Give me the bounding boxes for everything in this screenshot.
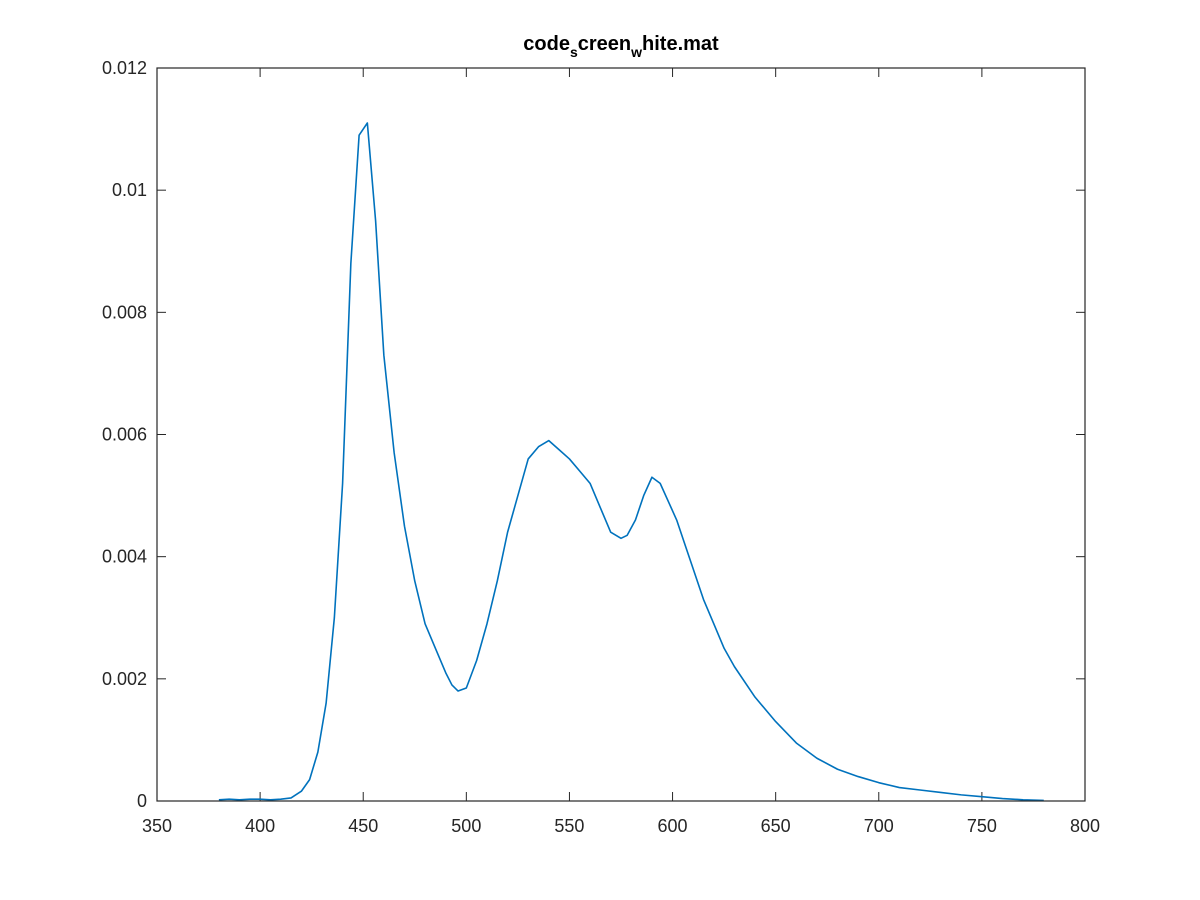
x-tick-label: 550 — [554, 816, 584, 836]
x-tick-label: 700 — [864, 816, 894, 836]
title-subscript-2: w — [630, 44, 642, 60]
x-tick-label: 500 — [451, 816, 481, 836]
title-part-3: hite.mat — [642, 33, 719, 55]
x-tick-label: 400 — [245, 816, 275, 836]
x-tick-label: 600 — [658, 816, 688, 836]
title-subscript-1: s — [570, 44, 578, 60]
x-tick-label: 350 — [142, 816, 172, 836]
y-tick-label: 0.01 — [112, 180, 147, 200]
x-tick-label: 650 — [761, 816, 791, 836]
axis-ticks — [156, 67, 1086, 802]
series-line — [218, 122, 1044, 802]
y-tick-labels: 0 0.002 0.004 0.006 0.008 0.01 0.012 — [102, 58, 147, 811]
title-part-2: creen — [578, 33, 631, 55]
y-tick-label: 0.004 — [102, 547, 147, 567]
y-tick-label: 0.008 — [102, 302, 147, 322]
x-tick-label: 450 — [348, 816, 378, 836]
y-tick-label: 0 — [137, 791, 147, 811]
x-tick-labels: 350 400 450 500 550 600 650 700 750 800 — [142, 816, 1100, 836]
y-tick-label: 0.002 — [102, 669, 147, 689]
y-tick-label: 0.006 — [102, 425, 147, 445]
axes-box — [156, 67, 1086, 802]
title-part-1: code — [523, 33, 570, 55]
x-tick-label: 750 — [967, 816, 997, 836]
x-tick-label: 800 — [1070, 816, 1100, 836]
chart-title: codescreenwhite.mat — [523, 33, 719, 60]
y-tick-label: 0.012 — [102, 58, 147, 78]
